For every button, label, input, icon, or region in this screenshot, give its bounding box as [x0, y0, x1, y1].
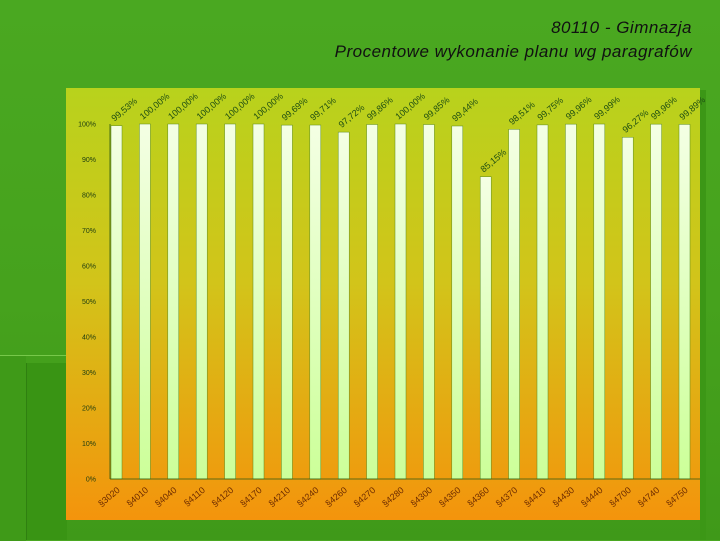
y-tick-label: 50% [82, 299, 96, 306]
y-tick-label: 20% [82, 406, 96, 413]
bar [621, 136, 634, 480]
y-tick-label: 90% [82, 157, 96, 164]
bar [451, 125, 464, 480]
bar [479, 176, 492, 480]
y-tick-label: 70% [82, 228, 96, 235]
bar [281, 124, 293, 480]
slide-title: 80110 - Gimnazja [551, 18, 692, 37]
y-tick-label: 0% [86, 477, 96, 484]
bar [678, 124, 691, 480]
bar [593, 123, 606, 480]
slide-subtitle: Procentowe wykonanie planu wg paragrafów [334, 42, 692, 61]
y-axis: 0% 10% 20% 30% 40% 50% 60% 70% 80% 90% 100% [78, 122, 111, 484]
bar [195, 123, 208, 480]
y-tick-label: 80% [82, 193, 96, 200]
bar [508, 129, 520, 480]
decorative-line [0, 355, 66, 356]
decorative-bar-right [700, 90, 706, 540]
bar [337, 131, 350, 480]
bar [252, 123, 265, 480]
bar [224, 123, 236, 480]
y-tick-label: 30% [82, 370, 96, 377]
y-tick-label: 100% [78, 122, 96, 129]
bar [167, 123, 180, 480]
bar [139, 123, 151, 480]
bar [309, 124, 322, 480]
decorative-strip-left [0, 355, 26, 541]
y-tick-label: 60% [82, 264, 96, 271]
bar [565, 123, 577, 480]
bars-group [110, 123, 691, 480]
bar [366, 124, 378, 480]
bar [650, 123, 662, 480]
bar [423, 124, 435, 480]
bar [110, 125, 123, 480]
bar [394, 123, 407, 480]
bar [536, 124, 549, 480]
y-tick-label: 40% [82, 335, 96, 342]
decorative-block-left [26, 363, 67, 540]
y-tick-label: 10% [82, 441, 96, 448]
